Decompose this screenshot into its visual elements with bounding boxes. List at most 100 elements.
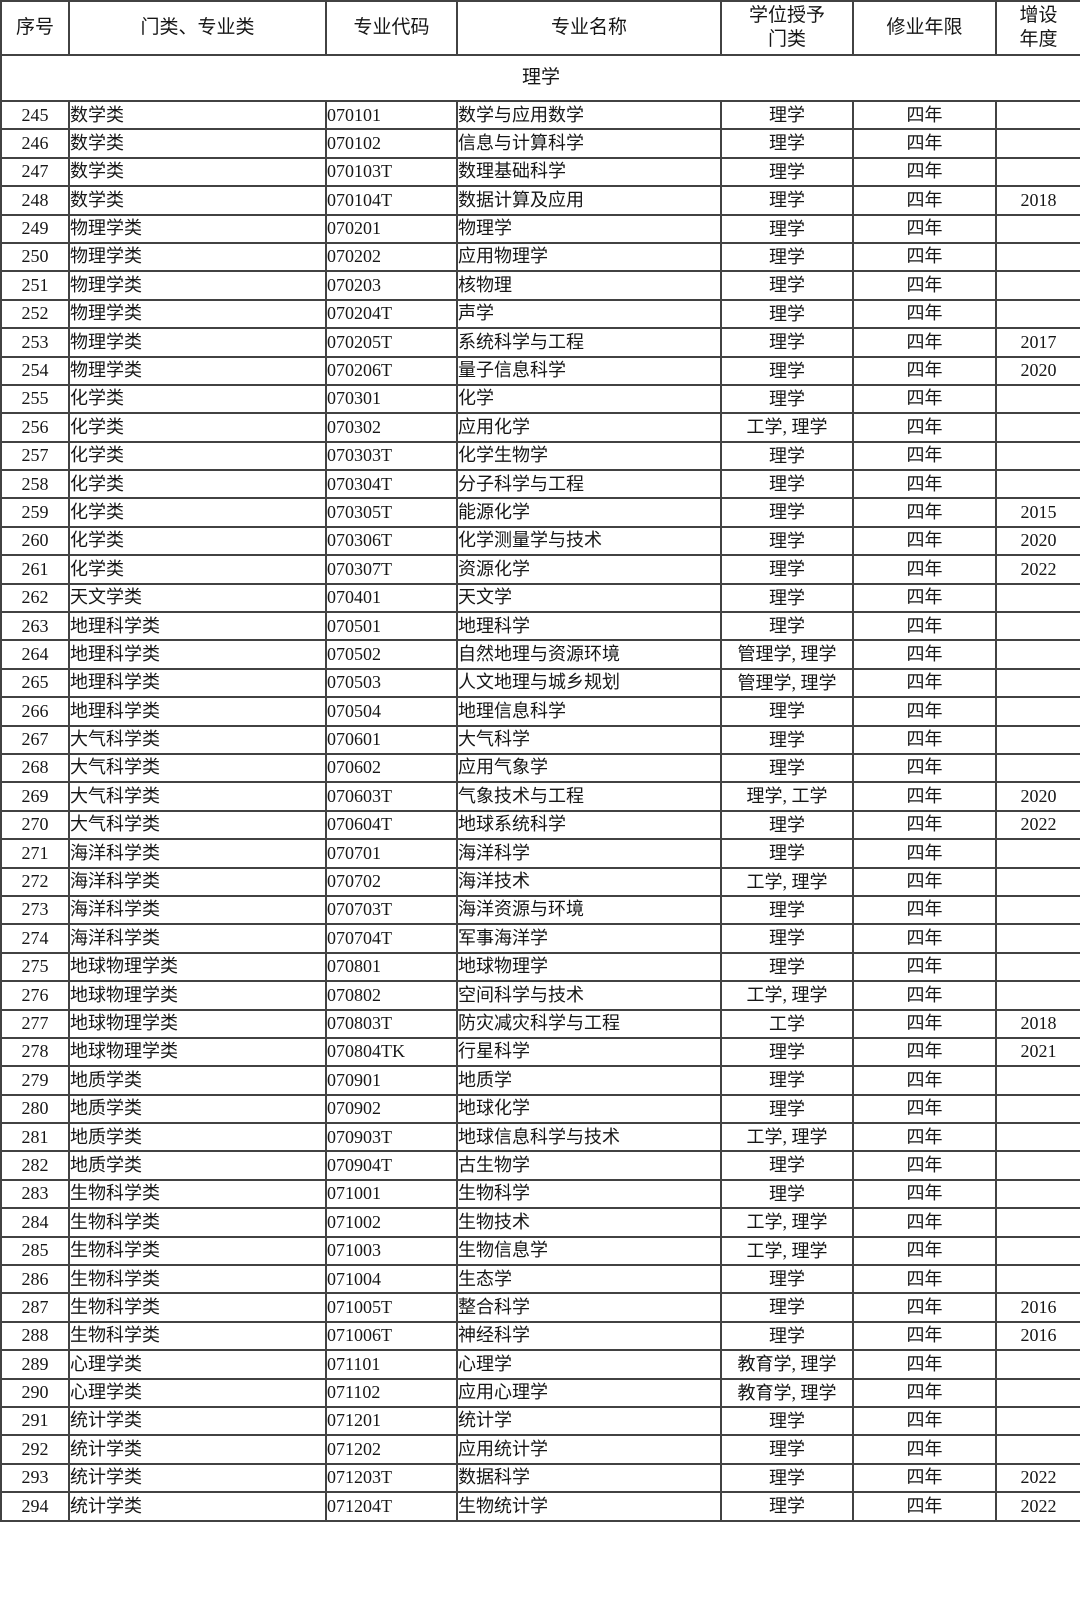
added-year-cell: 2016 (995, 1292, 1080, 1323)
code-cell: 070501 (325, 611, 458, 642)
header-category: 门类、专业类 (68, 0, 327, 56)
category-cell: 化学类 (68, 554, 327, 585)
table-row: 291 统计学类 071201 统计学 理学 四年 (0, 1405, 1080, 1437)
name-cell: 军事海洋学 (456, 923, 722, 954)
category-cell: 数学类 (68, 99, 327, 131)
years-cell: 四年 (852, 923, 997, 954)
name-cell: 生物信息学 (456, 1235, 722, 1267)
name-cell: 物理学 (456, 213, 722, 244)
code-cell: 071003 (325, 1235, 458, 1267)
added-year-cell (995, 1150, 1080, 1181)
table-row: 250 物理学类 070202 应用物理学 理学 四年 (0, 241, 1080, 273)
name-cell: 应用心理学 (456, 1377, 722, 1408)
table-row: 255 化学类 070301 化学 理学 四年 (0, 383, 1080, 415)
added-year-cell (995, 696, 1080, 727)
name-cell: 心理学 (456, 1349, 722, 1380)
added-year-cell (995, 866, 1080, 897)
table-row: 293 统计学类 071203T 数据科学 理学 四年 2022 (0, 1462, 1080, 1494)
code-cell: 070503 (325, 667, 458, 699)
code-cell: 071005T (325, 1292, 458, 1323)
category-cell: 地质学类 (68, 1150, 327, 1181)
table-row: 282 地质学类 070904T 古生物学 理学 四年 (0, 1150, 1080, 1181)
name-cell: 化学测量学与技术 (456, 525, 722, 557)
code-cell: 071102 (325, 1377, 458, 1408)
years-cell: 四年 (852, 1320, 997, 1352)
serial-cell: 293 (0, 1462, 70, 1494)
code-cell: 070101 (325, 99, 458, 131)
name-cell: 应用气象学 (456, 752, 722, 784)
added-year-cell (995, 298, 1080, 330)
serial-cell: 273 (0, 894, 70, 926)
category-cell: 地理科学类 (68, 611, 327, 642)
degree-cell: 理学 (720, 1264, 854, 1295)
years-cell: 四年 (852, 1292, 997, 1323)
added-year-cell: 2020 (995, 525, 1080, 557)
degree-cell: 理学 (720, 1405, 854, 1437)
code-cell: 070307T (325, 554, 458, 585)
years-cell: 四年 (852, 554, 997, 585)
table-row: 260 化学类 070306T 化学测量学与技术 理学 四年 2020 (0, 525, 1080, 557)
table-row: 265 地理科学类 070503 人文地理与城乡规划 管理学, 理学 四年 (0, 667, 1080, 699)
years-cell: 四年 (852, 696, 997, 727)
code-cell: 070304T (325, 469, 458, 500)
category-cell: 化学类 (68, 383, 327, 415)
code-cell: 070603T (325, 781, 458, 812)
table-row: 264 地理科学类 070502 自然地理与资源环境 管理学, 理学 四年 (0, 639, 1080, 670)
table-row: 275 地球物理学类 070801 地球物理学 理学 四年 (0, 951, 1080, 983)
code-cell: 070802 (325, 980, 458, 1011)
degree-cell: 理学 (720, 270, 854, 301)
code-cell: 070903T (325, 1122, 458, 1153)
degree-cell: 教育学, 理学 (720, 1377, 854, 1408)
name-cell: 能源化学 (456, 497, 722, 528)
years-cell: 四年 (852, 383, 997, 415)
degree-cell: 理学 (720, 213, 854, 244)
serial-cell: 282 (0, 1150, 70, 1181)
category-cell: 物理学类 (68, 355, 327, 386)
code-cell: 071002 (325, 1207, 458, 1238)
added-year-cell (995, 1349, 1080, 1380)
category-cell: 生物科学类 (68, 1235, 327, 1267)
category-cell: 生物科学类 (68, 1207, 327, 1238)
added-year-cell (995, 1207, 1080, 1238)
code-cell: 071204T (325, 1491, 458, 1522)
category-cell: 物理学类 (68, 298, 327, 330)
added-year-cell (995, 724, 1080, 755)
degree-cell: 工学, 理学 (720, 412, 854, 443)
added-year-cell: 2022 (995, 554, 1080, 585)
years-cell: 四年 (852, 327, 997, 358)
table-row: 253 物理学类 070205T 系统科学与工程 理学 四年 2017 (0, 327, 1080, 358)
degree-cell: 理学 (720, 1434, 854, 1465)
added-year-cell (995, 383, 1080, 415)
code-cell: 071203T (325, 1462, 458, 1494)
added-year-cell: 2018 (995, 1008, 1080, 1039)
category-cell: 地质学类 (68, 1093, 327, 1125)
added-year-cell: 2016 (995, 1320, 1080, 1352)
name-cell: 应用统计学 (456, 1434, 722, 1465)
serial-cell: 262 (0, 582, 70, 614)
degree-cell: 理学 (720, 1178, 854, 1210)
serial-cell: 267 (0, 724, 70, 755)
years-cell: 四年 (852, 611, 997, 642)
table-row: 277 地球物理学类 070803T 防灾减灾科学与工程 工学 四年 2018 (0, 1008, 1080, 1039)
name-cell: 地理信息科学 (456, 696, 722, 727)
name-cell: 数据计算及应用 (456, 185, 722, 216)
name-cell: 应用物理学 (456, 241, 722, 273)
section-row-science: 理学 (0, 54, 1080, 102)
years-cell: 四年 (852, 1491, 997, 1522)
code-cell: 071201 (325, 1405, 458, 1437)
name-cell: 地理科学 (456, 611, 722, 642)
degree-cell: 理学 (720, 923, 854, 954)
table-row: 273 海洋科学类 070703T 海洋资源与环境 理学 四年 (0, 894, 1080, 926)
years-cell: 四年 (852, 1235, 997, 1267)
code-cell: 070801 (325, 951, 458, 983)
years-cell: 四年 (852, 1178, 997, 1210)
table-row: 266 地理科学类 070504 地理信息科学 理学 四年 (0, 696, 1080, 727)
header-years: 修业年限 (852, 0, 997, 56)
serial-cell: 279 (0, 1065, 70, 1096)
category-cell: 物理学类 (68, 241, 327, 273)
degree-cell: 理学 (720, 1065, 854, 1096)
code-cell: 070604T (325, 809, 458, 841)
category-cell: 大气科学类 (68, 752, 327, 784)
category-cell: 统计学类 (68, 1405, 327, 1437)
serial-cell: 284 (0, 1207, 70, 1238)
